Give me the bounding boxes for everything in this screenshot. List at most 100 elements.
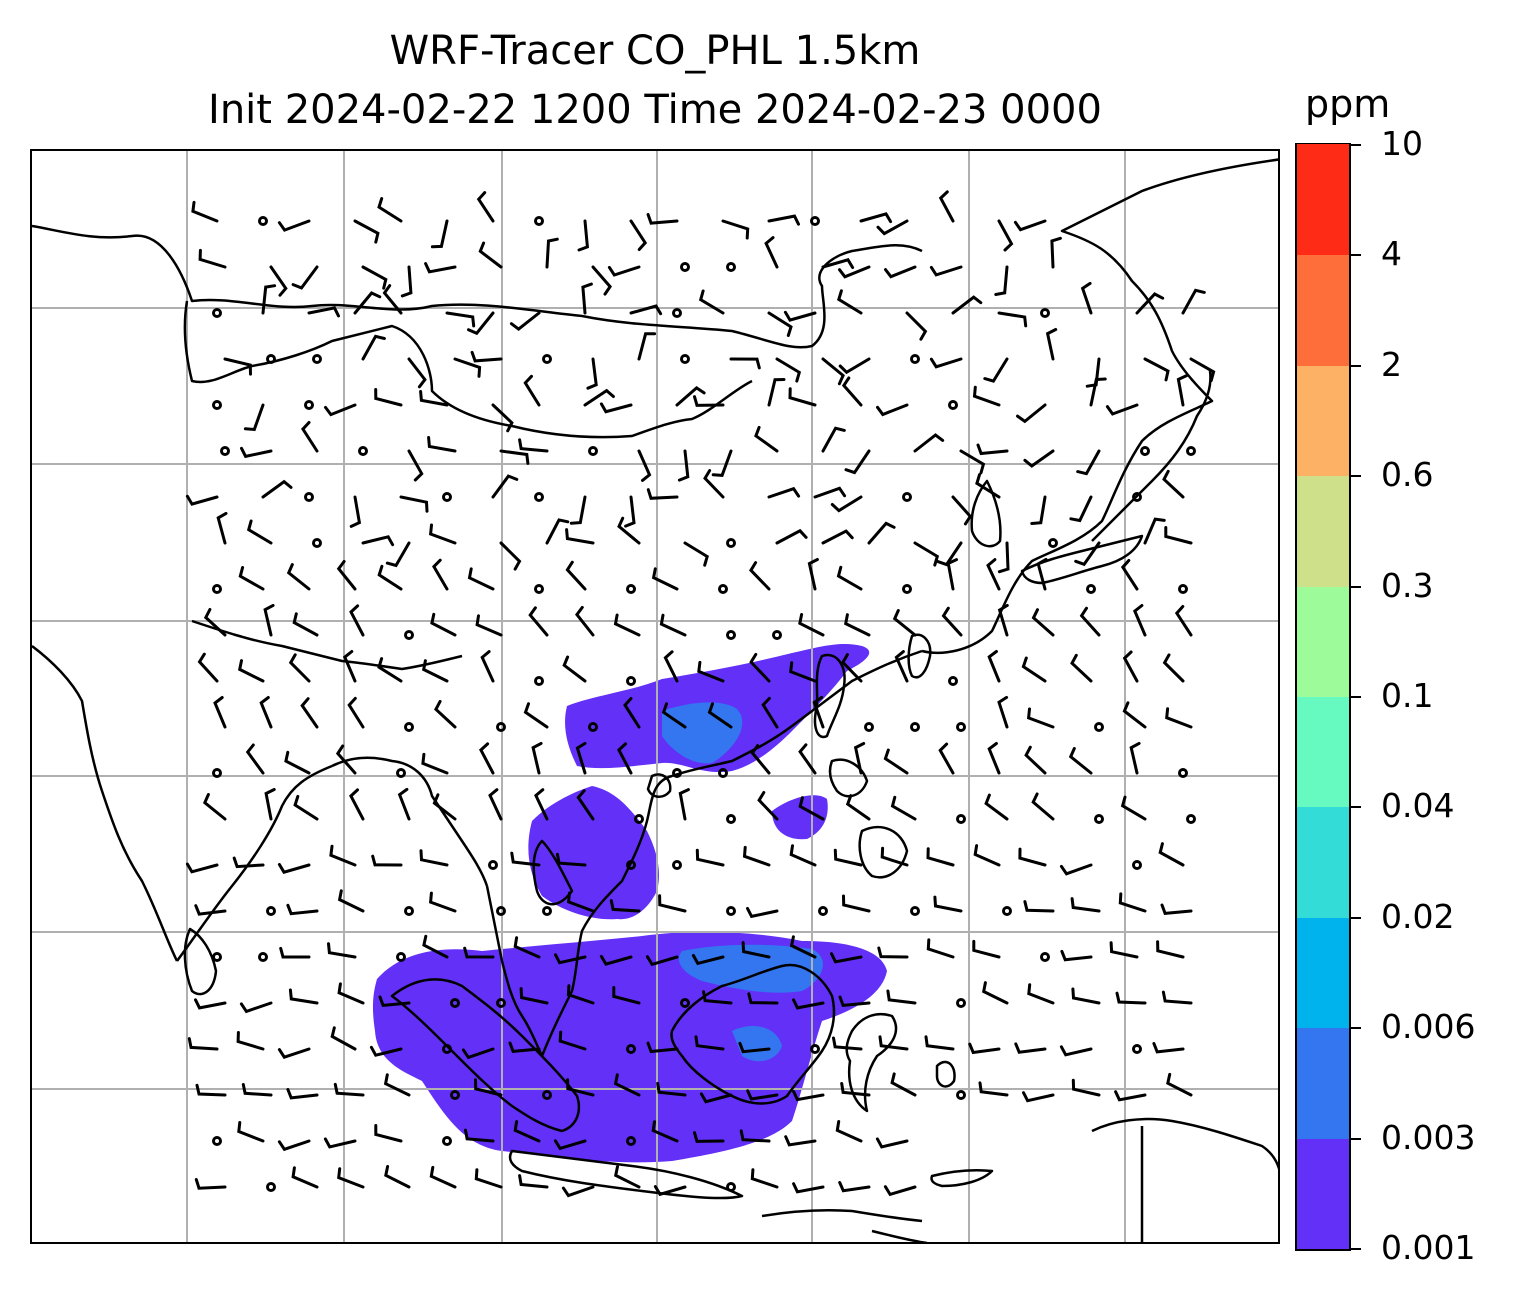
wind-barb: [277, 863, 311, 874]
wind-barb: [353, 219, 380, 244]
wind-barb: [844, 449, 871, 475]
wind-barb: [876, 219, 909, 236]
wind-barb: [853, 742, 866, 775]
wind-barb: [301, 421, 319, 453]
wind-barb: [838, 1181, 871, 1193]
wind-barb: [1074, 541, 1101, 567]
wind-barb: [1050, 236, 1062, 269]
wind-barb: [259, 696, 273, 729]
wind-barb: [185, 862, 219, 874]
wind-barb: [566, 984, 595, 1005]
wind-barb: [675, 386, 706, 407]
wind-barb: [678, 788, 690, 821]
wind-barb: [1023, 449, 1055, 468]
wind-barb: [353, 291, 382, 315]
wind-barb: [683, 541, 709, 567]
calm-wind-marker: [588, 722, 598, 732]
wind-barb: [561, 1185, 595, 1198]
colorbar-tick: [1351, 696, 1361, 698]
wind-barb: [878, 1035, 909, 1051]
wind-barb: [1014, 1042, 1047, 1054]
wind-barb: [554, 953, 587, 965]
wind-barb: [421, 752, 449, 775]
wind-barb: [424, 262, 457, 274]
wind-barb: [279, 946, 311, 959]
wind-barb: [432, 558, 449, 591]
wind-barb: [464, 1128, 495, 1143]
calm-wind-marker: [1040, 952, 1050, 962]
wind-barb: [1143, 517, 1166, 545]
wind-barb: [798, 743, 817, 775]
wind-barb: [243, 403, 265, 432]
wind-barb: [232, 856, 265, 869]
wind-barb: [729, 357, 761, 370]
hainan: [646, 773, 672, 798]
wind-barb: [1059, 1045, 1093, 1057]
wind-barb: [789, 844, 817, 867]
wind-barb: [913, 433, 945, 453]
wind-barb: [518, 438, 549, 453]
wind-barb: [867, 521, 896, 545]
colorbar-tick: [1351, 806, 1361, 809]
calm-wind-marker: [1132, 492, 1142, 502]
calm-wind-marker: [542, 1090, 552, 1100]
colorbar-tick: [1351, 585, 1361, 588]
calm-wind-marker: [212, 400, 222, 410]
wind-barb: [1120, 559, 1139, 591]
colorbar-tick: [1351, 1248, 1361, 1250]
calm-wind-marker: [488, 860, 498, 870]
calm-wind-marker: [956, 998, 966, 1008]
wind-barb: [1158, 842, 1185, 867]
colorbar-tick-label: 0.04: [1381, 786, 1455, 826]
wind-barb: [246, 519, 273, 545]
wind-barb: [292, 612, 319, 637]
colorbar-segment: [1297, 254, 1349, 366]
wind-barb: [838, 357, 871, 375]
colorbar-segment: [1297, 917, 1349, 1029]
wind-barb: [555, 852, 587, 867]
wind-barb: [767, 378, 786, 407]
wind-barb: [400, 265, 413, 298]
wind-barb: [1031, 608, 1055, 637]
calm-wind-marker: [626, 860, 636, 870]
wind-barb: [609, 899, 641, 913]
colorbar-unit-label: ppm: [1305, 82, 1391, 126]
coastlines: [32, 158, 1278, 1242]
wind-barb: [982, 981, 1009, 1005]
calm-wind-marker: [626, 584, 636, 594]
calm-wind-marker: [902, 584, 912, 594]
map-title-line2: Init 2024-02-22 1200 Time 2024-02-23 000…: [208, 87, 1102, 133]
wind-barb: [1105, 403, 1139, 416]
wind-barb: [1070, 653, 1093, 683]
wind-barb: [741, 941, 771, 959]
wind-barb: [617, 742, 633, 775]
wind-barb: [775, 528, 808, 545]
colorbar: [1295, 143, 1351, 1251]
colorbar-segment: [1297, 365, 1349, 477]
wind-barb: [841, 376, 863, 407]
colorbar-tick-label: 0.6: [1381, 455, 1434, 495]
wind-barb: [637, 449, 652, 482]
calm-wind-marker: [726, 814, 736, 824]
wind-barb: [430, 219, 449, 249]
calm-wind-marker: [672, 768, 682, 778]
wind-barb: [1026, 707, 1055, 729]
wind-barb: [488, 788, 503, 821]
wind-barb: [1166, 1072, 1193, 1097]
calm-wind-marker: [1178, 584, 1188, 594]
wind-barb: [342, 650, 357, 683]
wind-barb: [607, 265, 641, 277]
calm-wind-marker: [948, 676, 958, 686]
colorbar-segment: [1297, 696, 1349, 808]
wind-barb: [742, 845, 771, 867]
lesser-sunda: [761, 1209, 928, 1242]
wind-barb: [470, 350, 503, 363]
halmahera: [935, 1060, 956, 1088]
wind-barb: [838, 265, 871, 279]
wind-barb: [566, 1078, 595, 1097]
china-south-coast: [671, 649, 923, 778]
wind-barb: [978, 1081, 1009, 1097]
wind-barb: [382, 284, 403, 315]
wind-barb: [407, 357, 427, 389]
wind-barb: [583, 388, 615, 407]
